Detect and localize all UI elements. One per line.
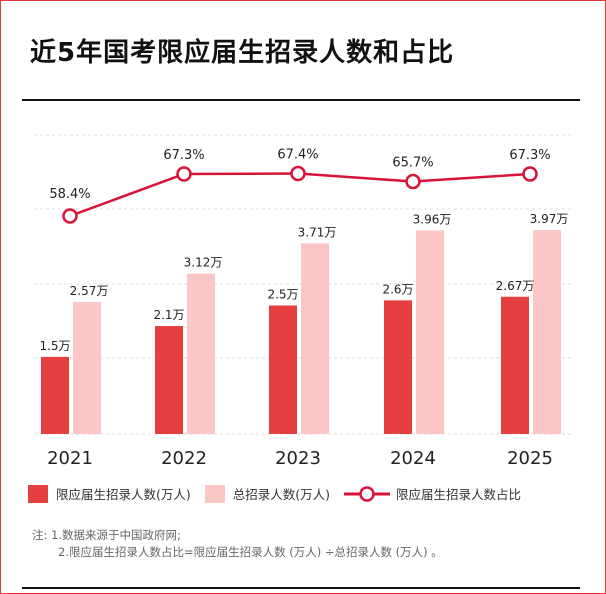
ratio-point bbox=[405, 173, 421, 190]
ratio-point bbox=[522, 166, 538, 182]
bar-label-total: 3.12万 bbox=[184, 256, 223, 270]
bar-total-2024 bbox=[416, 230, 444, 434]
x-tick-label: 2021 bbox=[47, 448, 93, 469]
bar-grad-2024 bbox=[384, 300, 412, 434]
x-tick-label: 2024 bbox=[390, 448, 436, 469]
bar-label-total: 3.96万 bbox=[413, 212, 452, 226]
bar-label-total: 3.97万 bbox=[530, 212, 569, 226]
x-tick-label: 2022 bbox=[161, 448, 207, 469]
bar-label-grad: 1.5万 bbox=[39, 339, 70, 353]
chart-title: 近5年国考限应届生招录人数和占比 bbox=[30, 38, 455, 68]
legend-item-grad: 限应届生招录人数(万人) bbox=[28, 484, 191, 503]
notes: 注: 1.数据来源于中国政府网; 2.限应届生招录人数占比=限应届生招录人数 (… bbox=[32, 527, 443, 561]
note-2: 2.限应届生招录人数占比=限应届生招录人数 (万人) ÷总招录人数 (万人) 。 bbox=[58, 545, 443, 559]
legend-swatch-grad bbox=[28, 484, 48, 503]
bar-label-grad: 2.6万 bbox=[382, 282, 413, 296]
legend-item-ratio: 限应届生招录人数占比 bbox=[344, 484, 521, 503]
bottom-divider bbox=[22, 587, 580, 589]
ratio-label: 67.4% bbox=[277, 148, 318, 163]
top-divider bbox=[22, 99, 580, 101]
bar-grad-2023 bbox=[269, 305, 297, 434]
ratio-label: 67.3% bbox=[509, 148, 550, 163]
x-tick-label: 2025 bbox=[507, 448, 553, 469]
ratio-label: 67.3% bbox=[163, 148, 204, 163]
bar-label-total: 3.71万 bbox=[298, 225, 337, 239]
bar-total-2025 bbox=[533, 229, 561, 434]
legend-swatch-total bbox=[204, 484, 225, 503]
bar-label-total: 2.57万 bbox=[70, 284, 109, 298]
legend-label-total: 总招录人数(万人) bbox=[232, 487, 331, 502]
bar-total-2021 bbox=[73, 301, 101, 434]
bar-label-grad: 2.1万 bbox=[153, 308, 184, 322]
bar-grad-2025 bbox=[501, 296, 529, 434]
legend-item-total: 总招录人数(万人) bbox=[204, 484, 331, 503]
ratio-point bbox=[62, 208, 78, 224]
bar-total-2023 bbox=[301, 243, 329, 434]
bar-grad-2021 bbox=[41, 356, 69, 434]
bar-label-grad: 2.67万 bbox=[496, 279, 535, 293]
ratio-label: 65.7% bbox=[392, 156, 433, 171]
bar-total-2022 bbox=[187, 273, 215, 434]
legend-label-grad: 限应届生招录人数(万人) bbox=[56, 487, 191, 502]
ratio-label: 58.4% bbox=[49, 187, 90, 202]
legend-label-ratio: 限应届生招录人数占比 bbox=[396, 487, 522, 502]
x-tick-label: 2023 bbox=[275, 448, 321, 469]
ratio-point bbox=[176, 166, 192, 182]
legend: 限应届生招录人数(万人) 总招录人数(万人) 限应届生招录人数占比 bbox=[28, 484, 535, 503]
bar-grad-2022 bbox=[155, 326, 183, 434]
bar-label-grad: 2.5万 bbox=[267, 288, 298, 302]
legend-line-marker-icon bbox=[344, 485, 391, 502]
note-1: 注: 1.数据来源于中国政府网; bbox=[32, 528, 181, 542]
ratio-point bbox=[290, 165, 306, 182]
